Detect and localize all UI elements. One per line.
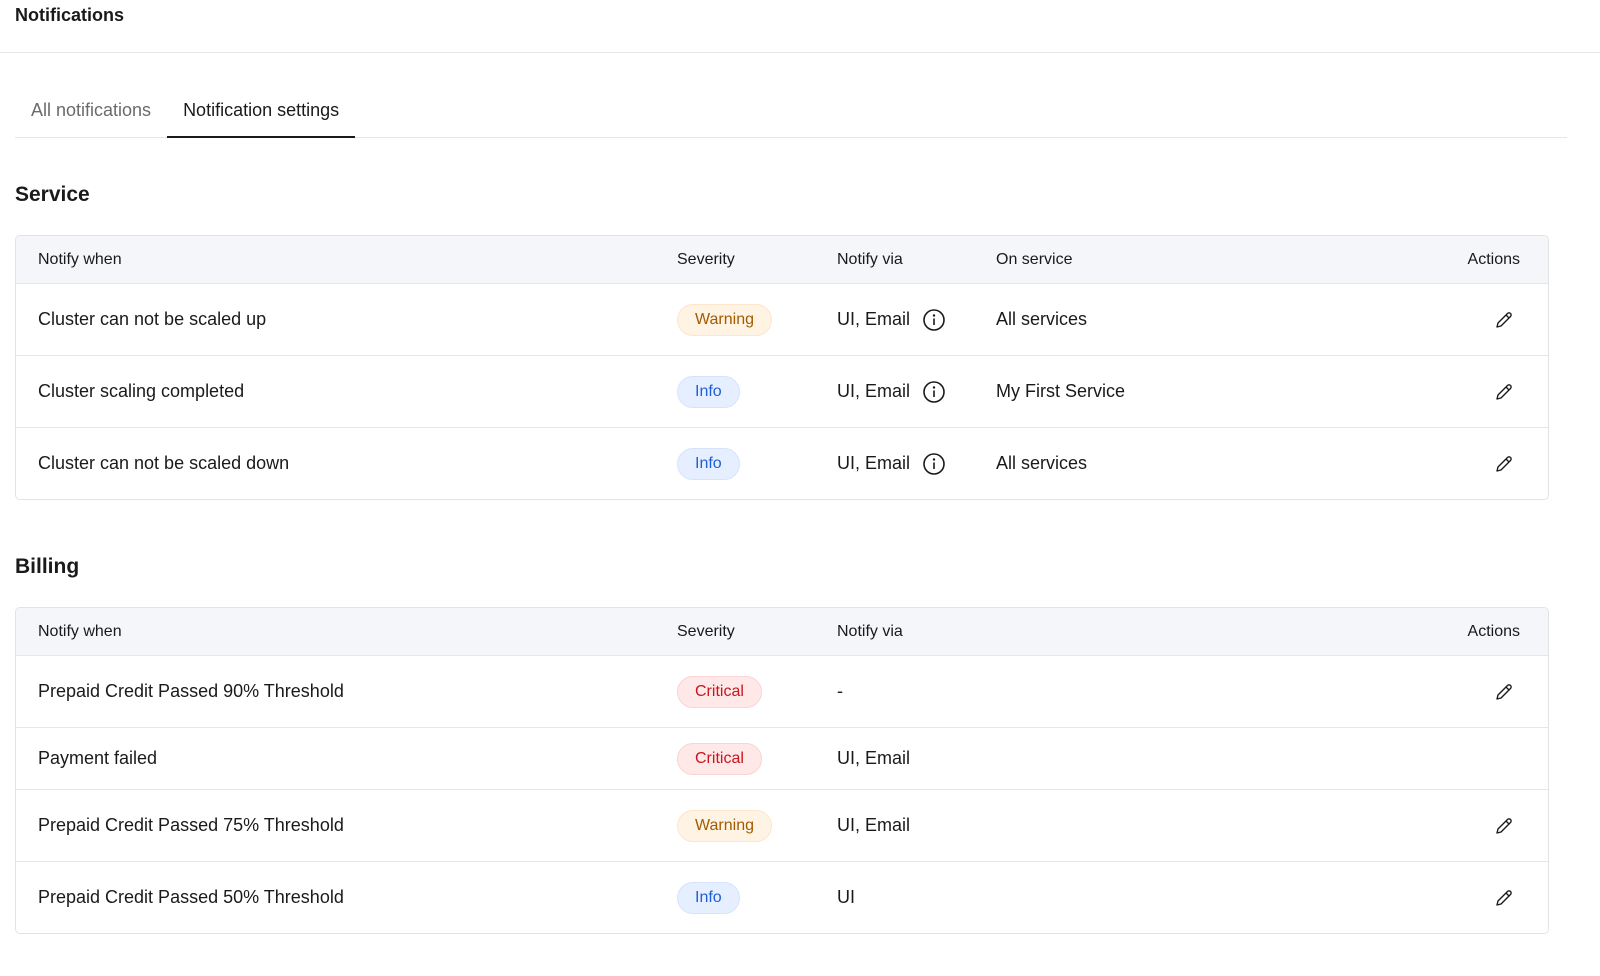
column-header: Severity bbox=[677, 622, 735, 640]
column-header: Actions bbox=[1467, 622, 1520, 640]
on-service-cell: My First Service bbox=[996, 381, 1126, 401]
notify-via-cell: - bbox=[837, 681, 843, 701]
table-header: Notify when Severity Notify via Actions bbox=[16, 608, 1548, 655]
column-header: Severity bbox=[677, 250, 735, 268]
service-section-title: Service bbox=[15, 183, 90, 206]
notify-when-cell: Prepaid Credit Passed 75% Threshold bbox=[38, 815, 344, 835]
table-row: Cluster can not be scaled down Info UI, Em… bbox=[16, 427, 1548, 499]
notify-via-cell: UI, Email bbox=[837, 453, 911, 473]
edit-icon[interactable] bbox=[1494, 382, 1514, 402]
edit-icon[interactable] bbox=[1494, 310, 1514, 330]
info-icon[interactable] bbox=[922, 380, 946, 404]
notify-via-cell: UI, Email bbox=[837, 381, 911, 401]
on-service-cell: All services bbox=[996, 453, 1088, 473]
billing-table: Notify when Severity Notify via Actions … bbox=[15, 607, 1549, 934]
edit-icon[interactable] bbox=[1494, 888, 1514, 908]
notify-when-cell: Prepaid Credit Passed 90% Threshold bbox=[38, 681, 344, 701]
table-header: Notify when Severity Notify via On servi… bbox=[16, 236, 1548, 283]
column-header: Notify via bbox=[837, 250, 903, 268]
top-bar: Notifications bbox=[0, 0, 1600, 53]
column-header: Actions bbox=[1467, 250, 1520, 268]
severity-badge: Info bbox=[677, 447, 740, 480]
notify-when-cell: Cluster scaling completed bbox=[38, 381, 245, 401]
on-service-cell: All services bbox=[996, 309, 1088, 329]
severity-badge: Critical bbox=[677, 742, 762, 775]
column-header: On service bbox=[996, 250, 1073, 268]
severity-badge: Warning bbox=[677, 303, 772, 336]
notify-when-cell: Cluster can not be scaled up bbox=[38, 309, 267, 329]
notify-when-cell: Cluster can not be scaled down bbox=[38, 453, 290, 473]
severity-badge: Critical bbox=[677, 675, 762, 708]
column-header: Notify via bbox=[837, 622, 903, 640]
notify-via-cell: UI, Email bbox=[837, 748, 911, 768]
billing-section-title: Billing bbox=[15, 555, 80, 578]
table-row: Prepaid Credit Passed 50% Threshold Info U… bbox=[16, 861, 1548, 933]
service-table: Notify when Severity Notify via On servi… bbox=[15, 235, 1549, 500]
edit-icon[interactable] bbox=[1494, 454, 1514, 474]
column-header: Notify when bbox=[38, 622, 122, 640]
severity-badge: Info bbox=[677, 375, 740, 408]
column-header: Notify when bbox=[38, 250, 122, 268]
table-row: Prepaid Credit Passed 90% Threshold Criti… bbox=[16, 655, 1548, 727]
tab-notification-settings[interactable]: Notification settings bbox=[167, 86, 356, 138]
edit-icon[interactable] bbox=[1494, 816, 1514, 836]
page-title: Notifications bbox=[15, 5, 125, 25]
severity-badge: Info bbox=[677, 881, 740, 914]
table-row: Cluster scaling completed Info UI, Email My… bbox=[16, 355, 1548, 427]
severity-badge: Warning bbox=[677, 809, 772, 842]
notify-when-cell: Prepaid Credit Passed 50% Threshold bbox=[38, 887, 344, 907]
info-icon[interactable] bbox=[922, 308, 946, 332]
table-row: Payment failed Critical UI, Email bbox=[16, 727, 1548, 789]
notify-via-cell: UI bbox=[837, 887, 855, 907]
table-row: Cluster can not be scaled up Warning UI, E… bbox=[16, 283, 1548, 355]
tab-all-notifications[interactable]: All notifications bbox=[31, 100, 152, 120]
notify-via-cell: UI, Email bbox=[837, 309, 911, 329]
edit-icon[interactable] bbox=[1494, 682, 1514, 702]
table-row: Prepaid Credit Passed 75% Threshold Warni… bbox=[16, 789, 1548, 861]
notify-when-cell: Payment failed bbox=[38, 748, 158, 768]
notify-via-cell: UI, Email bbox=[837, 815, 911, 835]
tab-bar: All notifications Notification settings bbox=[15, 86, 1567, 138]
info-icon[interactable] bbox=[922, 452, 946, 476]
